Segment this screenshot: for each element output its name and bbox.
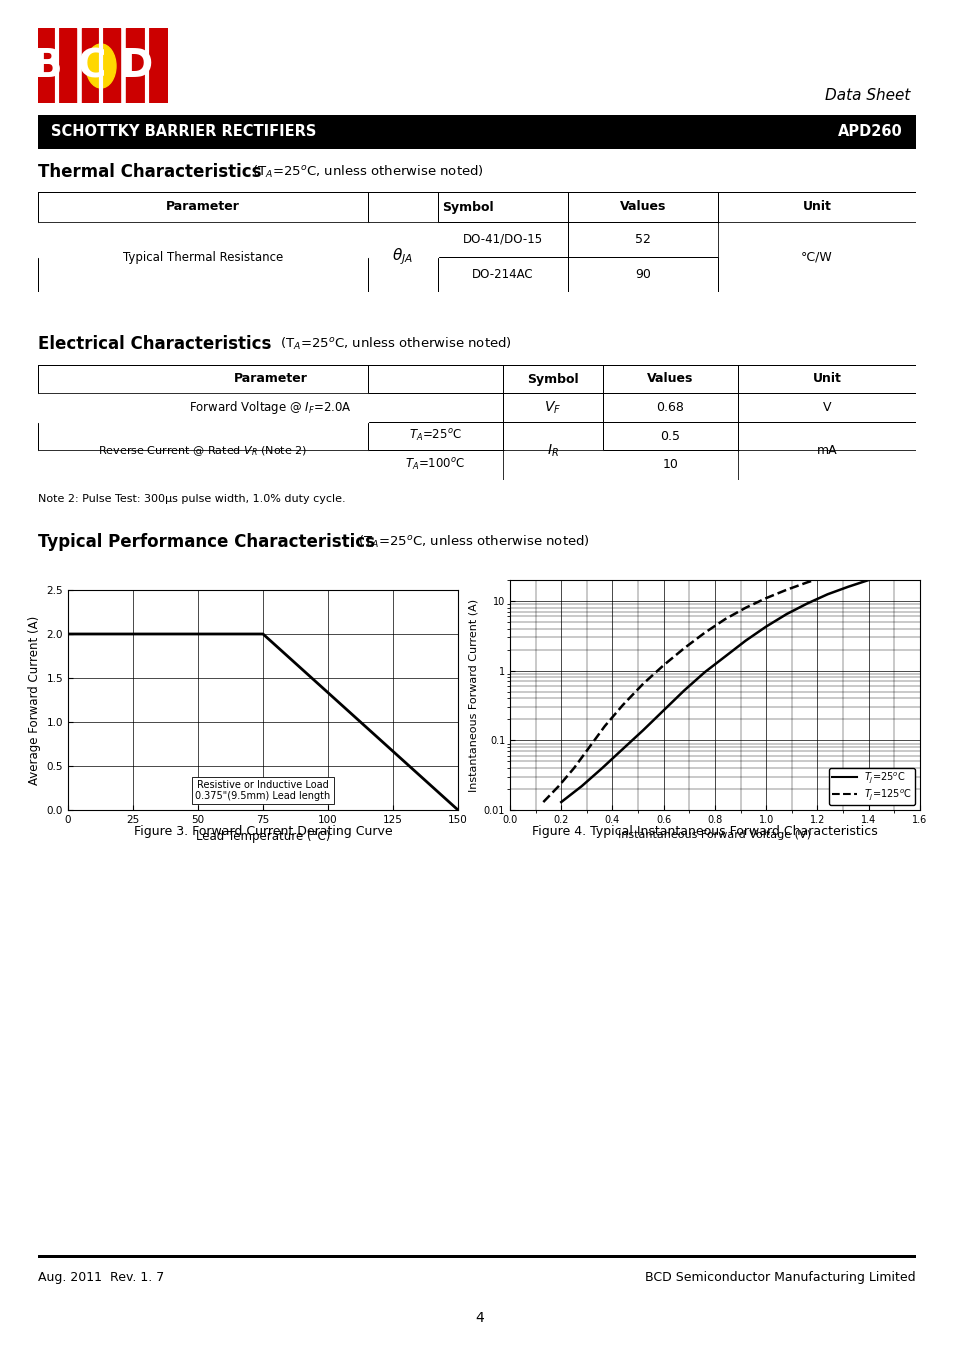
Text: DO-41/DO-15: DO-41/DO-15 — [462, 232, 542, 246]
Bar — [503, 450, 602, 480]
Text: APD260: APD260 — [837, 124, 902, 139]
Text: Unit: Unit — [812, 373, 841, 385]
Bar — [38, 365, 368, 393]
Text: (T$_A$=25$^o$C, unless otherwise noted): (T$_A$=25$^o$C, unless otherwise noted) — [252, 163, 483, 180]
Bar — [38, 257, 368, 292]
Bar — [38, 393, 367, 422]
Bar — [602, 450, 738, 480]
Bar — [38, 222, 368, 257]
Text: (T$_A$=25$^o$C, unless otherwise noted): (T$_A$=25$^o$C, unless otherwise noted) — [280, 336, 512, 353]
Bar — [567, 192, 718, 222]
X-axis label: Instantaneous Forward Voltage (V): Instantaneous Forward Voltage (V) — [618, 831, 811, 840]
Bar — [718, 223, 915, 257]
Y-axis label: Average Forward Current (A): Average Forward Current (A) — [28, 615, 41, 785]
Text: D: D — [121, 47, 153, 85]
Bar — [38, 28, 76, 103]
Text: Values: Values — [647, 373, 693, 385]
Text: Figure 4. Typical Instantaneous Forward Characteristics: Figure 4. Typical Instantaneous Forward … — [532, 824, 877, 838]
Text: 90: 90 — [635, 267, 650, 281]
Bar — [738, 450, 915, 480]
Text: Typical Performance Characteristics: Typical Performance Characteristics — [38, 534, 375, 551]
Text: Electrical Characteristics: Electrical Characteristics — [38, 335, 271, 353]
Bar — [368, 257, 437, 292]
Text: Figure 3. Forward Current Derating Curve: Figure 3. Forward Current Derating Curve — [133, 824, 392, 838]
Text: 4: 4 — [476, 1310, 484, 1324]
Text: C: C — [76, 47, 105, 85]
Text: $\theta_{JA}$: $\theta_{JA}$ — [392, 247, 413, 267]
Text: Symbol: Symbol — [442, 200, 494, 213]
Bar — [38, 450, 368, 480]
Text: BCD Semiconductor Manufacturing Limited: BCD Semiconductor Manufacturing Limited — [644, 1271, 915, 1283]
Text: Parameter: Parameter — [166, 200, 240, 213]
Bar — [437, 192, 567, 222]
Bar — [567, 257, 718, 292]
Text: Parameter: Parameter — [233, 373, 307, 385]
Bar — [738, 450, 915, 480]
Bar — [82, 28, 120, 103]
Text: V: V — [821, 401, 830, 413]
Text: Typical Thermal Resistance: Typical Thermal Resistance — [123, 250, 283, 263]
Bar — [38, 450, 367, 480]
Bar — [368, 450, 502, 480]
Ellipse shape — [86, 45, 116, 88]
Text: Reverse Current @ Rated $V_R$ (Note 2): Reverse Current @ Rated $V_R$ (Note 2) — [98, 444, 307, 458]
Text: $V_F$: $V_F$ — [544, 400, 561, 416]
Text: 0.68: 0.68 — [656, 401, 683, 413]
Bar — [38, 422, 368, 450]
Text: Symbol: Symbol — [527, 373, 578, 385]
Text: 0.5: 0.5 — [659, 430, 679, 443]
Text: mA: mA — [816, 444, 837, 458]
Text: (T$_A$=25$^o$C, unless otherwise noted): (T$_A$=25$^o$C, unless otherwise noted) — [357, 534, 589, 550]
Bar — [368, 422, 502, 450]
Bar — [718, 257, 915, 292]
Y-axis label: Instantaneous Forward Current (A): Instantaneous Forward Current (A) — [468, 598, 477, 792]
Text: °C/W: °C/W — [801, 250, 832, 263]
Bar — [368, 365, 502, 393]
Bar — [437, 257, 567, 292]
Bar — [567, 222, 718, 257]
Bar — [368, 222, 437, 257]
Bar — [38, 223, 367, 257]
X-axis label: Lead Temperature (°C): Lead Temperature (°C) — [195, 831, 330, 843]
Bar — [718, 192, 915, 222]
Bar — [368, 223, 437, 257]
Text: 10: 10 — [662, 458, 678, 471]
Text: SCHOTTKY BARRIER RECTIFIERS: SCHOTTKY BARRIER RECTIFIERS — [51, 124, 316, 139]
Text: Note 2: Pulse Test: 300μs pulse width, 1.0% duty cycle.: Note 2: Pulse Test: 300μs pulse width, 1… — [38, 494, 345, 504]
Bar — [602, 422, 738, 450]
Bar — [718, 222, 915, 257]
Bar — [502, 393, 602, 422]
Text: $T_A$=100$^o$C: $T_A$=100$^o$C — [405, 457, 465, 473]
Bar — [602, 365, 738, 393]
Text: $I_R$: $I_R$ — [546, 443, 558, 459]
Bar — [502, 422, 602, 450]
Bar — [368, 393, 502, 422]
Text: DO-214AC: DO-214AC — [472, 267, 534, 281]
Bar — [38, 192, 368, 222]
Legend: $T_j$=25$^o$C, $T_j$=125$^o$C: $T_j$=25$^o$C, $T_j$=125$^o$C — [828, 767, 914, 805]
Text: Values: Values — [619, 200, 665, 213]
Text: Thermal Characteristics: Thermal Characteristics — [38, 163, 261, 181]
Bar — [738, 393, 915, 422]
Text: $T_A$=25$^o$C: $T_A$=25$^o$C — [409, 428, 461, 444]
Text: Data Sheet: Data Sheet — [823, 89, 909, 104]
Text: Aug. 2011  Rev. 1. 7: Aug. 2011 Rev. 1. 7 — [38, 1271, 164, 1283]
Bar — [738, 365, 915, 393]
Bar — [126, 28, 168, 103]
Bar — [502, 450, 602, 480]
Text: Unit: Unit — [801, 200, 831, 213]
Bar — [602, 393, 738, 422]
Bar — [38, 393, 368, 422]
Text: Forward Voltage @ $I_F$=2.0A: Forward Voltage @ $I_F$=2.0A — [189, 399, 352, 416]
Text: B: B — [32, 47, 62, 85]
Text: Resistive or Inductive Load
0.375"(9.5mm) Lead length: Resistive or Inductive Load 0.375"(9.5mm… — [195, 780, 331, 801]
Text: 52: 52 — [635, 232, 650, 246]
Bar — [502, 365, 602, 393]
Bar — [437, 222, 567, 257]
Bar — [738, 422, 915, 450]
Bar — [368, 192, 437, 222]
